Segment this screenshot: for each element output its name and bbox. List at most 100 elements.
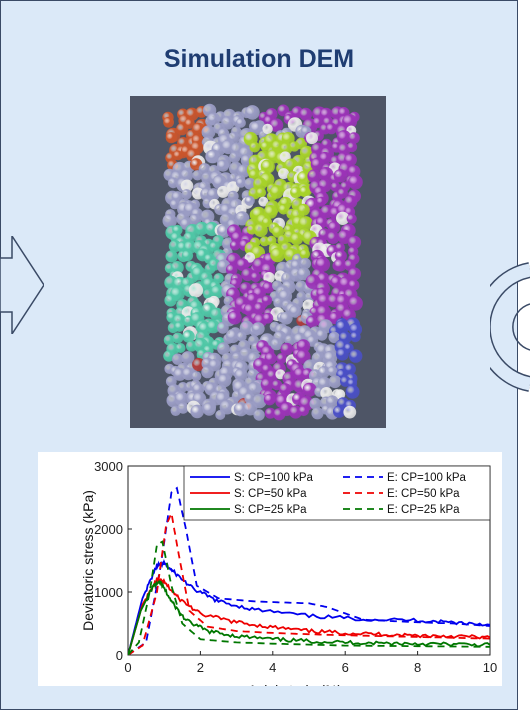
particle bbox=[336, 211, 350, 225]
particle bbox=[225, 263, 238, 276]
particle bbox=[328, 331, 340, 344]
particle bbox=[298, 216, 313, 231]
particle bbox=[260, 141, 271, 152]
particles bbox=[162, 103, 363, 421]
particle bbox=[172, 332, 184, 344]
particle bbox=[188, 283, 204, 298]
particle bbox=[310, 157, 325, 172]
particle bbox=[269, 118, 284, 132]
particle bbox=[209, 307, 224, 322]
legend-label: S: CP=100 kPa bbox=[234, 472, 314, 484]
particle bbox=[316, 329, 328, 341]
particle bbox=[235, 211, 250, 226]
particle bbox=[217, 185, 230, 198]
particle bbox=[336, 347, 349, 361]
particle bbox=[210, 285, 224, 299]
series-line bbox=[128, 579, 490, 655]
particle bbox=[216, 159, 230, 172]
particle bbox=[262, 312, 274, 324]
particle bbox=[347, 235, 362, 249]
particle bbox=[347, 165, 361, 178]
particle bbox=[333, 169, 347, 183]
particle bbox=[290, 186, 302, 199]
left-arrow-icon bbox=[0, 236, 44, 334]
particle bbox=[190, 404, 204, 419]
particle bbox=[256, 187, 267, 198]
particle bbox=[195, 221, 209, 236]
particle bbox=[270, 247, 285, 263]
particle bbox=[227, 310, 242, 325]
panel-title: Simulation DEM bbox=[163, 45, 355, 73]
particle bbox=[201, 125, 216, 139]
particle bbox=[173, 150, 183, 161]
particle bbox=[206, 149, 221, 164]
x-tick-label: 10 bbox=[483, 660, 497, 675]
particle bbox=[337, 187, 348, 199]
particle bbox=[236, 331, 247, 342]
particle bbox=[174, 391, 189, 407]
particle bbox=[326, 231, 340, 245]
particle bbox=[317, 366, 330, 378]
particle bbox=[169, 199, 180, 210]
particle bbox=[163, 116, 174, 128]
particle bbox=[192, 170, 203, 181]
particle bbox=[260, 377, 274, 392]
particle bbox=[348, 267, 361, 281]
particle bbox=[213, 273, 224, 284]
particle bbox=[251, 322, 265, 336]
particle bbox=[181, 351, 195, 365]
particle bbox=[209, 241, 220, 253]
particle bbox=[192, 357, 206, 372]
y-tick-label: 1000 bbox=[94, 585, 123, 600]
particle bbox=[345, 384, 360, 399]
particle bbox=[328, 375, 342, 389]
particle bbox=[289, 305, 302, 318]
y-axis-label: Deviatoric stress (kPa) bbox=[80, 490, 96, 631]
particle bbox=[243, 401, 258, 416]
particle bbox=[276, 353, 287, 364]
particle bbox=[217, 224, 231, 238]
particle bbox=[219, 399, 235, 415]
particle bbox=[327, 366, 338, 377]
y-tick-label: 0 bbox=[116, 648, 123, 663]
particle bbox=[229, 240, 241, 251]
particle bbox=[297, 203, 310, 216]
particle bbox=[312, 116, 324, 128]
particle bbox=[343, 405, 357, 419]
particle bbox=[235, 177, 247, 188]
particle bbox=[297, 171, 311, 185]
particle bbox=[330, 181, 341, 192]
particle bbox=[344, 363, 356, 375]
particle bbox=[258, 196, 269, 207]
particle bbox=[279, 142, 293, 155]
x-tick-label: 6 bbox=[342, 660, 349, 675]
chart-svg: 0 2 4 6 8 10 0 1000 2000 3000 Axial strain (%) Devi… bbox=[80, 459, 497, 686]
particle bbox=[279, 383, 292, 396]
particle bbox=[281, 132, 295, 145]
particle bbox=[302, 382, 317, 397]
particle bbox=[270, 338, 283, 351]
particle bbox=[349, 349, 363, 363]
particle bbox=[175, 343, 186, 353]
particle bbox=[299, 248, 310, 260]
particle bbox=[165, 132, 177, 144]
particle bbox=[248, 169, 260, 181]
particle bbox=[262, 123, 273, 135]
particle bbox=[349, 331, 361, 343]
particle bbox=[225, 328, 240, 344]
particle bbox=[272, 225, 285, 238]
particle bbox=[263, 393, 276, 406]
particle bbox=[348, 295, 363, 311]
particle bbox=[261, 295, 273, 306]
particle bbox=[299, 257, 311, 270]
particle bbox=[307, 169, 322, 184]
x-tick-label: 2 bbox=[197, 660, 204, 675]
particle bbox=[299, 185, 310, 197]
particle bbox=[264, 407, 276, 419]
particle bbox=[348, 174, 363, 190]
particle bbox=[165, 250, 178, 263]
particle bbox=[298, 405, 309, 417]
particle bbox=[289, 141, 300, 152]
particle bbox=[177, 402, 189, 414]
particle bbox=[269, 185, 284, 199]
